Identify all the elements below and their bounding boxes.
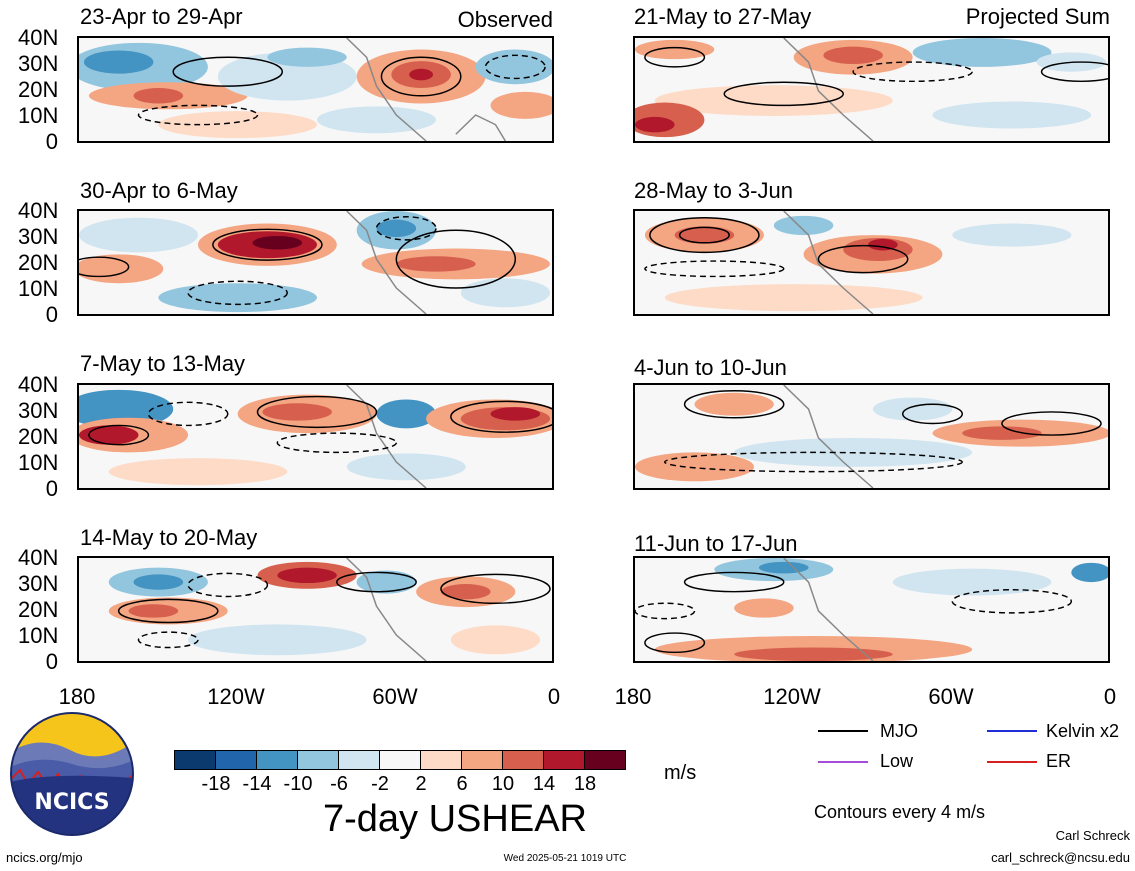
legend-line-kelvin: [987, 730, 1037, 732]
footer-author: Carl Schreck: [1055, 828, 1130, 843]
lat-tick-label: 30N: [18, 51, 59, 76]
colorbar: [174, 750, 626, 770]
lat-tick-label: 10N: [18, 276, 59, 301]
observed-label: Observed: [457, 7, 553, 32]
lat-tick-label: 20N: [18, 597, 59, 622]
lat-tick-label: 40N: [18, 25, 59, 50]
contours-note: Contours every 4 m/s: [814, 802, 986, 822]
lon-tick-label: 60W: [372, 684, 418, 709]
map-panel-3: [77, 383, 554, 490]
colorbar-swatch: [215, 751, 256, 769]
map-panel-4: [77, 556, 554, 663]
colorbar-label: -6: [330, 773, 348, 795]
colorbar-swatch: [338, 751, 379, 769]
panel-title-3: 7-May to 13-May: [80, 351, 246, 376]
map-panel-2: [77, 209, 554, 316]
colorbar-label: -18: [201, 773, 231, 795]
lat-tick-label: 40N: [18, 545, 59, 570]
lat-tick-label: 10N: [18, 623, 59, 648]
lon-tick-label: 180: [614, 684, 652, 709]
map-panel-6: [633, 209, 1110, 316]
legend-line-low: [818, 761, 868, 763]
lat-tick-label: 20N: [18, 250, 59, 275]
lat-tick-label: 0: [45, 649, 58, 674]
colorbar-swatch: [256, 751, 297, 769]
lon-tick-label: 180: [58, 684, 96, 709]
lat-tick-label: 30N: [18, 571, 59, 596]
map-panel-1: [77, 36, 554, 143]
shear-field: [635, 38, 1108, 141]
shear-field: [79, 38, 552, 141]
panel-title-1: 23-Apr to 29-Apr: [80, 4, 243, 29]
panel-title-5: 21-May to 27-May: [634, 4, 812, 29]
lat-tick-label: 30N: [18, 398, 59, 423]
lat-tick-label: 30N: [18, 224, 59, 249]
colorbar-label: 6: [456, 773, 468, 795]
shear-field: [79, 558, 552, 661]
projected-sum-label: Projected Sum: [965, 4, 1110, 29]
lon-tick-label: 60W: [928, 684, 974, 709]
colorbar-label: 10: [491, 773, 515, 795]
colorbar-label: -10: [283, 773, 313, 795]
panel-title-6: 28-May to 3-Jun: [634, 178, 793, 203]
colorbar-label: 2: [415, 773, 427, 795]
footer-email[interactable]: carl_schreck@ncsu.edu: [991, 850, 1130, 865]
colorbar-label: 14: [532, 773, 556, 795]
lon-tick-label: 0: [1103, 684, 1117, 709]
ncics-logo: NCICS: [10, 712, 134, 836]
legend-line-mjo: [818, 730, 868, 732]
legend-line-er: [987, 761, 1037, 763]
colorbar-units: m/s: [664, 762, 697, 784]
lat-tick-label: 0: [45, 476, 58, 501]
lon-tick-label: 120W: [763, 684, 821, 709]
colorbar-swatch: [420, 751, 461, 769]
footer-url[interactable]: ncics.org/mjo: [6, 850, 83, 865]
main-title: 7-day USHEAR: [323, 798, 587, 840]
colorbar-swatch: [502, 751, 543, 769]
footer-timestamp: Wed 2025-05-21 1019 UTC: [503, 853, 627, 864]
lat-tick-label: 10N: [18, 450, 59, 475]
lon-tick-label: 0: [547, 684, 561, 709]
colorbar-swatch: [543, 751, 584, 769]
lat-tick-label: 0: [45, 129, 58, 154]
map-panel-8: [633, 556, 1110, 663]
map-panel-7: [633, 383, 1110, 490]
panel-title-4: 14-May to 20-May: [80, 525, 258, 550]
shear-field: [635, 211, 1108, 314]
colorbar-swatch: [461, 751, 502, 769]
lon-tick-label: 120W: [207, 684, 265, 709]
colorbar-label: 18: [573, 773, 597, 795]
lat-tick-label: 0: [45, 302, 58, 327]
lat-tick-label: 40N: [18, 372, 59, 397]
colorbar-swatch: [584, 751, 625, 769]
lat-tick-label: 10N: [18, 103, 59, 128]
colorbar-label: -2: [371, 773, 389, 795]
logo-text: NCICS: [34, 790, 110, 815]
legend-label-mjo: MJO: [880, 721, 918, 741]
shear-field: [635, 558, 1108, 661]
map-panel-5: [633, 36, 1110, 143]
panel-title-2: 30-Apr to 6-May: [80, 178, 238, 203]
shear-field: [635, 385, 1108, 488]
shear-field: [79, 385, 552, 488]
colorbar-swatch: [379, 751, 420, 769]
legend-label-low: Low: [880, 751, 914, 771]
lat-tick-label: 40N: [18, 198, 59, 223]
lat-tick-label: 20N: [18, 424, 59, 449]
colorbar-label: -14: [242, 773, 272, 795]
panel-title-7: 4-Jun to 10-Jun: [634, 355, 787, 380]
legend-label-er: ER: [1046, 751, 1072, 771]
shear-field: [79, 211, 552, 314]
panel-title-8: 11-Jun to 17-Jun: [634, 531, 798, 556]
legend-label-kelvin: Kelvin x2: [1046, 721, 1120, 741]
colorbar-swatch: [175, 751, 215, 769]
lat-tick-label: 20N: [18, 77, 59, 102]
colorbar-swatch: [297, 751, 338, 769]
